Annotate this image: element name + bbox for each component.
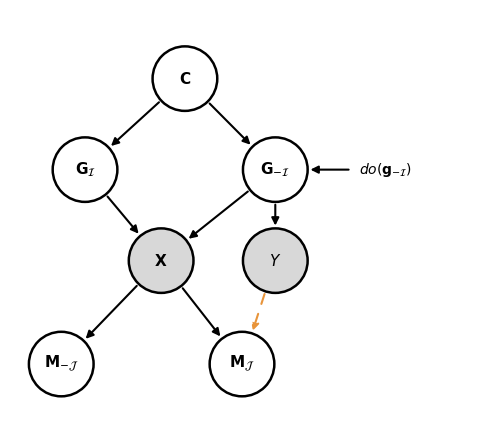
Text: $\mathbf{G}_{-\mathcal{I}}$: $\mathbf{G}_{-\mathcal{I}}$ bbox=[260, 160, 290, 179]
Text: $\mathbf{X}$: $\mathbf{X}$ bbox=[154, 253, 168, 269]
Text: $do(\mathbf{g}_{-\mathcal{I}})$: $do(\mathbf{g}_{-\mathcal{I}})$ bbox=[359, 161, 411, 179]
Text: $\mathbf{M}_{-\mathcal{J}}$: $\mathbf{M}_{-\mathcal{J}}$ bbox=[44, 354, 78, 374]
Text: $\mathbf{C}$: $\mathbf{C}$ bbox=[179, 70, 191, 87]
Text: $Y$: $Y$ bbox=[269, 253, 282, 269]
Ellipse shape bbox=[243, 138, 308, 202]
Text: $\mathbf{M}_{\mathcal{J}}$: $\mathbf{M}_{\mathcal{J}}$ bbox=[229, 354, 255, 374]
Ellipse shape bbox=[210, 332, 274, 396]
Ellipse shape bbox=[129, 228, 194, 293]
Text: $\mathbf{G}_{\mathcal{I}}$: $\mathbf{G}_{\mathcal{I}}$ bbox=[75, 160, 95, 179]
Ellipse shape bbox=[152, 46, 217, 111]
Ellipse shape bbox=[29, 332, 93, 396]
Ellipse shape bbox=[243, 228, 308, 293]
Ellipse shape bbox=[53, 138, 118, 202]
